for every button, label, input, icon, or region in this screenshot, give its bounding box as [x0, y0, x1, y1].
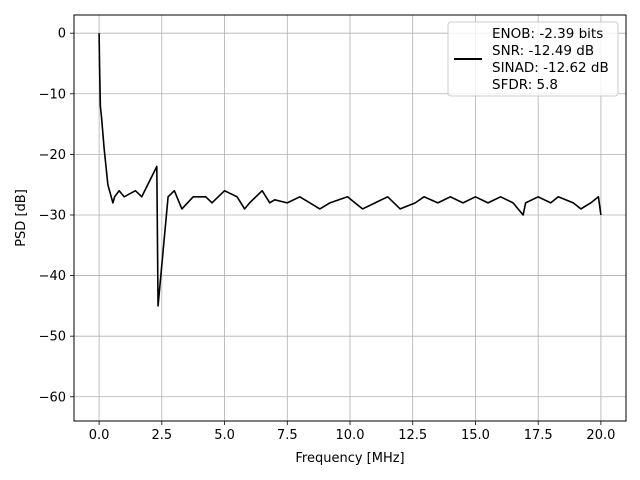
y-tick-label: −40 — [39, 269, 66, 284]
series-layer — [98, 33, 602, 307]
legend-box — [447, 21, 619, 97]
y-tick-label: −60 — [39, 390, 66, 405]
legend-entry-sinad: SINAD: -12.62 dB — [492, 60, 609, 76]
legend-entry-sfdr: SFDR: 5.8 — [492, 77, 558, 93]
psd-series-line — [98, 33, 602, 307]
x-tick-label: 20.0 — [586, 428, 615, 443]
y-tick-label: −30 — [39, 208, 66, 223]
y-axis-ticks: 0 −10 −20 −30 −40 −50 −60 — [39, 27, 74, 405]
x-axis-ticks: 0.0 2.5 5.0 7.5 10.0 12.5 15.0 17.5 20.0 — [89, 421, 615, 443]
y-tick-label: 0 — [58, 27, 66, 42]
x-tick-label: 15.0 — [461, 428, 490, 443]
legend-entry-snr: SNR: -12.49 dB — [492, 43, 594, 59]
legend-entry-enob: ENOB: -2.39 bits — [492, 26, 603, 42]
x-tick-label: 0.0 — [89, 428, 110, 443]
x-tick-label: 7.5 — [277, 428, 298, 443]
y-axis-label: PSD [dB] — [14, 189, 29, 247]
x-tick-label: 12.5 — [398, 428, 427, 443]
y-tick-label: −20 — [39, 148, 66, 163]
y-tick-label: −50 — [39, 330, 66, 345]
x-tick-label: 10.0 — [336, 428, 365, 443]
x-tick-label: 5.0 — [214, 428, 235, 443]
x-tick-label: 2.5 — [151, 428, 172, 443]
y-tick-label: −10 — [39, 87, 66, 102]
x-tick-label: 17.5 — [524, 428, 553, 443]
legend: ENOB: -2.39 bits SNR: -12.49 dB SINAD: -… — [447, 21, 619, 97]
x-axis-label: Frequency [MHz] — [295, 451, 404, 466]
